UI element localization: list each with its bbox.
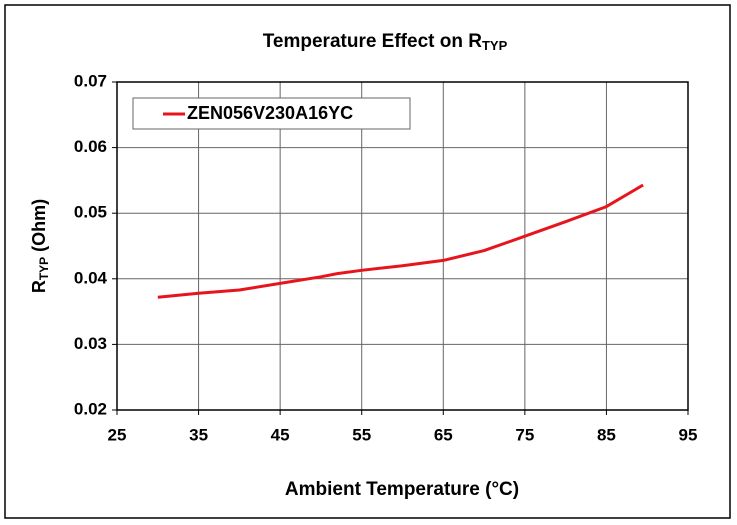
y-tick-label: 0.03 xyxy=(74,334,107,353)
frame xyxy=(4,4,731,519)
x-tick-label: 55 xyxy=(352,425,371,444)
y-tick-label: 0.04 xyxy=(74,268,108,287)
y-tick-label: 0.05 xyxy=(74,203,107,222)
x-tick-label: 75 xyxy=(515,425,534,444)
x-tick-label: 85 xyxy=(597,425,616,444)
y-label-subscript: TYP xyxy=(37,257,51,280)
data-line xyxy=(157,183,644,299)
x-axis-label: Ambient Temperature (°C) xyxy=(285,479,519,500)
y-label-unit: (Ohm) xyxy=(29,199,49,257)
plot-area xyxy=(116,81,689,411)
x-tick-label: 95 xyxy=(679,425,698,444)
x-tick-label: 65 xyxy=(434,425,453,444)
y-label-main: R xyxy=(29,280,49,293)
legend-label: ZEN056V230A16YC xyxy=(187,103,353,123)
x-tick-label: 25 xyxy=(108,425,127,444)
chart-title: Temperature Effect on RTYP xyxy=(263,31,508,53)
x-tick-label: 45 xyxy=(271,425,290,444)
y-tick-label: 0.06 xyxy=(74,137,107,156)
title-main: Temperature Effect on R xyxy=(263,31,483,52)
y-tick-label: 0.02 xyxy=(74,399,107,418)
x-tick-label: 35 xyxy=(189,425,208,444)
title-subscript: TYP xyxy=(482,38,508,53)
y-tick-label: 0.07 xyxy=(74,71,107,90)
y-axis-label: RTYP (Ohm) xyxy=(29,199,51,293)
